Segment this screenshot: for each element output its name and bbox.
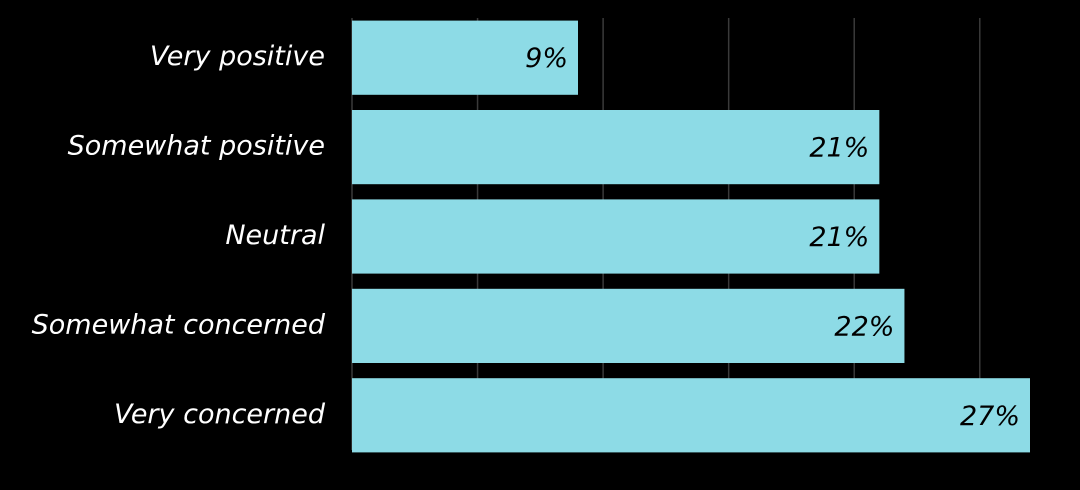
value-label: 27% xyxy=(960,401,1020,432)
y-tick-label: Neutral xyxy=(225,220,325,251)
bar xyxy=(352,199,880,274)
y-tick-label: Somewhat concerned xyxy=(32,309,326,340)
value-label: 21% xyxy=(809,222,869,253)
bar xyxy=(352,288,905,364)
value-label: 9% xyxy=(525,43,568,74)
y-tick-label: Very positive xyxy=(150,41,325,72)
bar xyxy=(352,109,880,185)
bar xyxy=(352,378,1030,453)
y-tick-label: Very concerned xyxy=(114,399,326,430)
value-label: 22% xyxy=(834,311,894,342)
y-tick-label: Somewhat positive xyxy=(68,131,325,162)
value-label: 21% xyxy=(809,133,869,164)
bar xyxy=(352,20,578,95)
